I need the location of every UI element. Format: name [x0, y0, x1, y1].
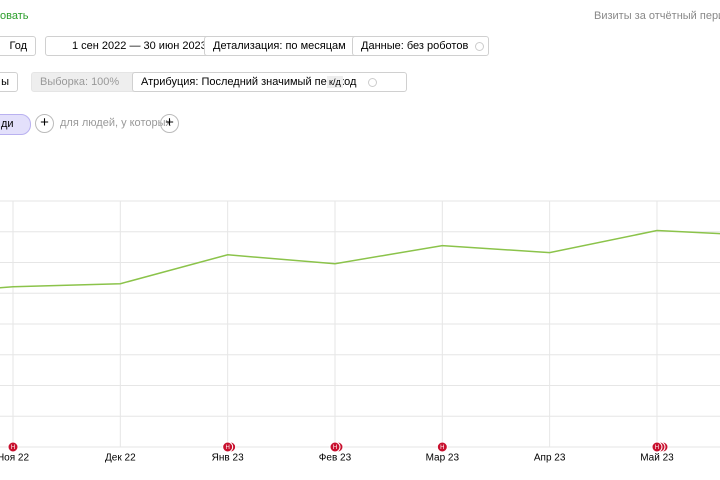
help-icon[interactable] [475, 42, 484, 51]
event-marker-label: Н [655, 445, 659, 451]
event-marker [436, 441, 448, 453]
segment-chip[interactable]: ди [0, 114, 31, 135]
cut-dropdown[interactable]: ы [0, 72, 18, 92]
x-tick-label: Мар 23 [426, 453, 460, 464]
report-title: Визиты за отчётный период: [594, 10, 720, 22]
period-button[interactable]: Год [0, 36, 36, 56]
x-tick-label: Янв 23 [212, 453, 244, 464]
event-marker-label: Н [225, 445, 229, 451]
event-marker-label: Н [11, 445, 15, 451]
event-marker [222, 441, 234, 453]
series-line [0, 229, 720, 289]
event-marker-label: Н [440, 445, 444, 451]
x-tick-label: Апр 23 [534, 453, 566, 464]
hint: для людей, у которых [60, 117, 171, 129]
event-marker-label: Н [333, 445, 337, 451]
help-icon[interactable] [368, 78, 377, 87]
event-marker [7, 441, 19, 453]
link[interactable]: овать [0, 10, 29, 22]
add-button[interactable]: + [35, 114, 54, 133]
event-marker [329, 441, 341, 453]
sample-dropdown: Выборка: 100% [31, 72, 139, 92]
badge: к/д [327, 76, 343, 88]
x-tick-label: Май 23 [640, 453, 674, 464]
date-button[interactable]: 1 сен 2022 — 30 июн 2023 [45, 36, 216, 56]
data-dropdown[interactable]: Данные: без роботов [352, 36, 490, 56]
event-marker [651, 441, 663, 453]
x-tick-label: Фев 23 [319, 453, 352, 464]
x-tick-label: Дек 22 [105, 453, 136, 464]
x-tick-label: Ноя 22 [0, 453, 29, 464]
add-button[interactable]: + [160, 114, 179, 133]
detail-dropdown[interactable]: Детализация: по месяцам [204, 36, 367, 56]
